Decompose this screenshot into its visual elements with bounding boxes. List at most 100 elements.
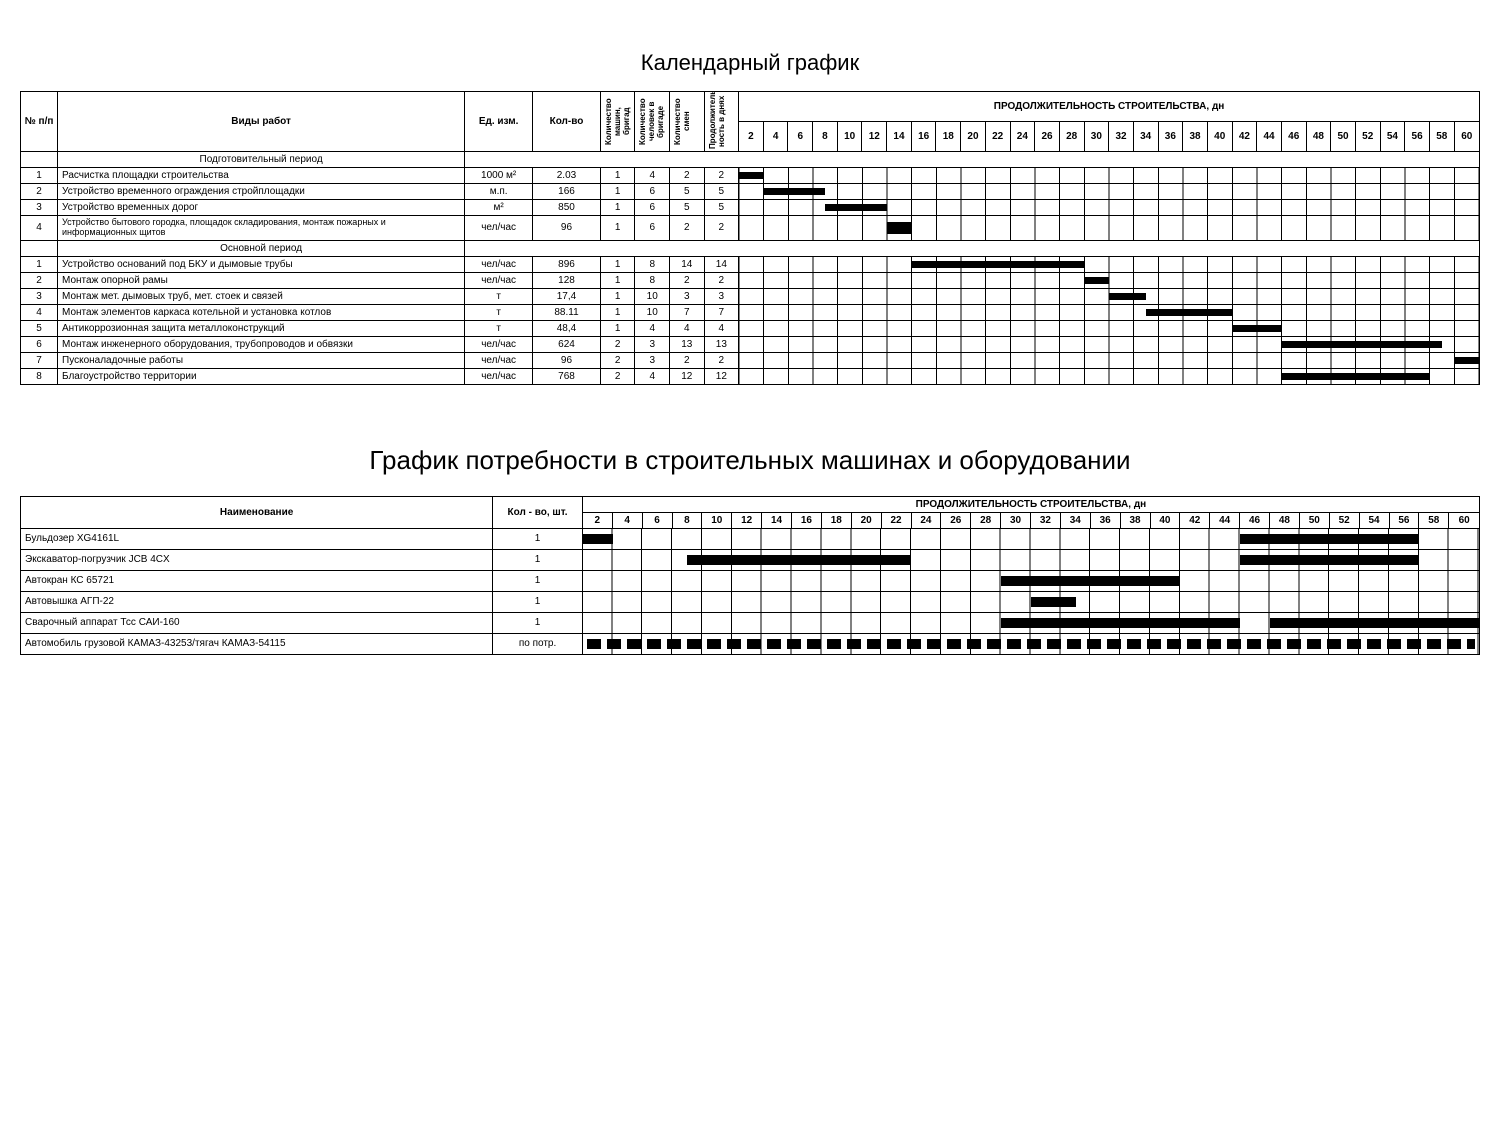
- day-header: 10: [702, 512, 732, 528]
- day-header: 6: [642, 512, 672, 528]
- row-name: Монтаж инженерного оборудования, трубопр…: [58, 336, 465, 352]
- row-workers: 6: [635, 200, 670, 216]
- day-header: 34: [1133, 122, 1158, 152]
- row-num: 4: [21, 304, 58, 320]
- row-workers: 4: [635, 168, 670, 184]
- day-header: 52: [1355, 122, 1380, 152]
- row-duration: 14: [704, 256, 739, 272]
- row-shifts: 2: [670, 352, 705, 368]
- machine-name: Экскаватор-погрузчик JCB 4CX: [21, 549, 493, 570]
- day-header: 24: [1010, 122, 1035, 152]
- row-shifts: 7: [670, 304, 705, 320]
- row-name: Антикоррозионная защита металлоконструкц…: [58, 320, 465, 336]
- machine-qty: 1: [493, 528, 583, 549]
- row-unit: т: [465, 320, 533, 336]
- machine-name: Бульдозер XG4161L: [21, 528, 493, 549]
- gantt-bar: [1031, 597, 1076, 607]
- row-shifts: 5: [670, 200, 705, 216]
- day-header: 18: [936, 122, 961, 152]
- row-workers: 10: [635, 304, 670, 320]
- day-header: 38: [1120, 512, 1150, 528]
- row-duration: 13: [704, 336, 739, 352]
- machine-qty: 1: [493, 570, 583, 591]
- row-machines: 1: [600, 272, 635, 288]
- col-work: Виды работ: [58, 92, 465, 152]
- gantt-bar: [1109, 293, 1146, 301]
- day-header: 42: [1180, 512, 1210, 528]
- machines-table: НаименованиеКол - во, шт.ПРОДОЛЖИТЕЛЬНОС…: [20, 496, 1480, 655]
- gantt-bar: [1454, 357, 1479, 365]
- row-unit: т: [465, 288, 533, 304]
- row-unit: чел/час: [465, 216, 533, 241]
- row-name: Пусконаладочные работы: [58, 352, 465, 368]
- gantt-cell: [582, 570, 1479, 591]
- row-name: Благоустройство территории: [58, 368, 465, 384]
- col-timeline: ПРОДОЛЖИТЕЛЬНОСТЬ СТРОИТЕЛЬСТВА, дн: [582, 496, 1479, 512]
- row-num: 7: [21, 352, 58, 368]
- day-header: 20: [961, 122, 986, 152]
- row-qty: 17,4: [533, 288, 601, 304]
- row-unit: м²: [465, 200, 533, 216]
- day-header: 32: [1109, 122, 1134, 152]
- day-header: 2: [582, 512, 612, 528]
- gantt-cell: [582, 633, 1479, 654]
- row-duration: 2: [704, 216, 739, 241]
- row-unit: т: [465, 304, 533, 320]
- day-header: 48: [1270, 512, 1300, 528]
- row-workers: 8: [635, 256, 670, 272]
- row-qty: 2.03: [533, 168, 601, 184]
- machine-qty: 1: [493, 612, 583, 633]
- day-header: 42: [1232, 122, 1257, 152]
- row-duration: 4: [704, 320, 739, 336]
- row-num: 1: [21, 168, 58, 184]
- row-qty: 850: [533, 200, 601, 216]
- col-machines: Количество машин, бригад: [600, 92, 635, 152]
- row-duration: 12: [704, 368, 739, 384]
- col-name: Наименование: [21, 496, 493, 528]
- row-shifts: 5: [670, 184, 705, 200]
- day-header: 60: [1449, 512, 1480, 528]
- row-duration: 7: [704, 304, 739, 320]
- gantt-bar: [825, 204, 887, 212]
- row-machines: 1: [600, 288, 635, 304]
- day-header: 44: [1210, 512, 1240, 528]
- gantt-cell: [582, 591, 1479, 612]
- machine-qty: 1: [493, 549, 583, 570]
- gantt-bar: [583, 534, 613, 544]
- col-qty: Кол - во, шт.: [493, 496, 583, 528]
- day-header: 12: [862, 122, 887, 152]
- day-header: 50: [1299, 512, 1329, 528]
- row-unit: м.п.: [465, 184, 533, 200]
- row-num: 4: [21, 216, 58, 241]
- row-num: 6: [21, 336, 58, 352]
- row-shifts: 2: [670, 168, 705, 184]
- col-timeline: ПРОДОЛЖИТЕЛЬНОСТЬ СТРОИТЕЛЬСТВА, дн: [739, 92, 1480, 122]
- gantt-cell: [582, 549, 1479, 570]
- day-header: 56: [1405, 122, 1430, 152]
- row-qty: 768: [533, 368, 601, 384]
- day-header: 8: [672, 512, 702, 528]
- gantt-bar: [1282, 341, 1442, 349]
- gantt-bar: [1001, 576, 1180, 586]
- day-header: 48: [1306, 122, 1331, 152]
- gantt-bar-dashed: [587, 639, 1474, 649]
- day-header: 32: [1031, 512, 1061, 528]
- row-shifts: 4: [670, 320, 705, 336]
- row-name: Монтаж элементов каркаса котельной и уст…: [58, 304, 465, 320]
- row-shifts: 2: [670, 216, 705, 241]
- day-header: 2: [739, 122, 764, 152]
- row-duration: 5: [704, 200, 739, 216]
- day-header: 54: [1359, 512, 1389, 528]
- row-workers: 4: [635, 320, 670, 336]
- row-num: 2: [21, 272, 58, 288]
- day-header: 38: [1183, 122, 1208, 152]
- gantt-bar: [1232, 325, 1281, 333]
- gantt-bar: [1282, 373, 1430, 381]
- row-machines: 1: [600, 256, 635, 272]
- row-qty: 896: [533, 256, 601, 272]
- row-unit: чел/час: [465, 336, 533, 352]
- row-shifts: 2: [670, 272, 705, 288]
- row-num: 8: [21, 368, 58, 384]
- title-machines: График потребности в строительных машина…: [20, 445, 1480, 476]
- day-header: 52: [1329, 512, 1359, 528]
